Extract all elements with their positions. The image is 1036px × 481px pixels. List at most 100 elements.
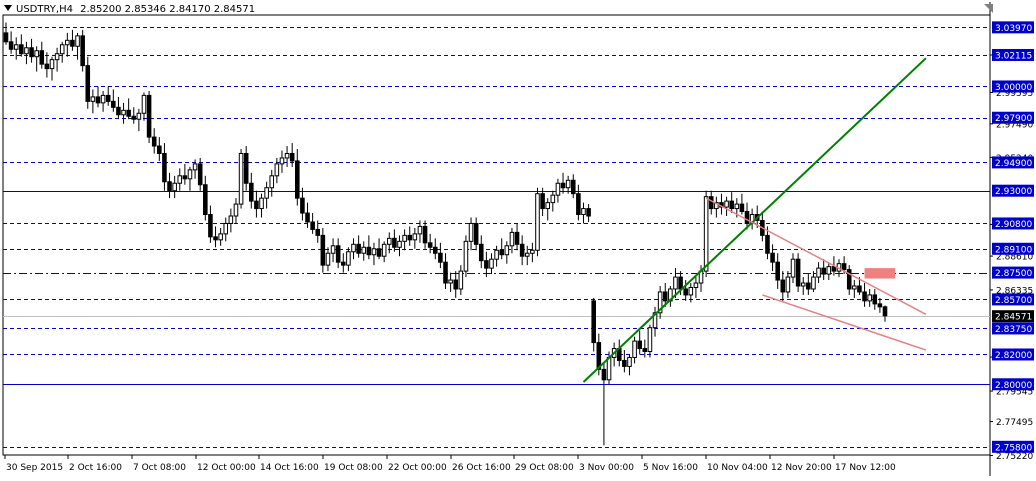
candle-body [90, 96, 96, 102]
candle-body [95, 96, 101, 104]
candle-body [146, 94, 152, 138]
candle-body [80, 35, 85, 67]
candle-body [662, 291, 668, 302]
candle-body [775, 261, 780, 281]
candle-body [325, 252, 331, 266]
candle-body [432, 246, 438, 254]
candle-body [724, 200, 729, 208]
candle-body [565, 179, 571, 189]
chart-header: USDTRY,H4 2.85200 2.85346 2.84170 2.8457… [4, 4, 255, 15]
candle-body [203, 184, 208, 216]
candle-body [85, 65, 91, 102]
trendline[interactable] [582, 57, 927, 383]
chart-shift-icon[interactable] [984, 4, 993, 13]
level-label-bg [992, 378, 1034, 391]
candle-body [167, 181, 172, 192]
candle-body [223, 222, 229, 235]
candle-body [197, 163, 203, 186]
x-tick-label: 10 Nov 04:00 [707, 463, 768, 473]
candle-body [816, 267, 821, 278]
level-label: 3.02115 [995, 51, 1032, 61]
candle-body [637, 340, 642, 350]
candle-body [872, 294, 878, 305]
level-label: 2.90800 [995, 220, 1032, 230]
candle-body [49, 59, 55, 70]
candle-body [274, 163, 280, 177]
candle-body [402, 234, 407, 242]
candle-body [826, 266, 832, 275]
candle-body [795, 258, 801, 287]
candle-body [647, 327, 653, 353]
level-label-bg [992, 242, 1034, 255]
candle-body [535, 193, 540, 251]
candle-body [172, 182, 177, 192]
candle-body [284, 152, 290, 159]
marker-box [864, 268, 896, 279]
candle-body [361, 246, 367, 254]
level-label-bg [992, 111, 1034, 124]
candle-body [126, 109, 131, 117]
y-tick-label: 2.75220 [996, 452, 1033, 462]
candle-body [192, 163, 198, 171]
candle-body [576, 193, 581, 216]
candle-body [555, 182, 561, 196]
level-label: 2.80000 [995, 381, 1032, 391]
level-label: 2.85700 [995, 296, 1032, 306]
candle-body [673, 276, 678, 290]
candle-body [295, 160, 300, 199]
trendline[interactable] [705, 197, 927, 315]
x-tick-label: 30 Sep 2015 [6, 463, 63, 473]
candle-body [627, 356, 632, 367]
y-tick-label: 2.97490 [996, 120, 1033, 130]
x-tick-label: 12 Nov 20:00 [771, 463, 832, 473]
x-tick-label: 26 Oct 16:00 [452, 463, 511, 473]
candle-body [427, 242, 433, 248]
candle-body [233, 203, 239, 217]
level-label: 2.93000 [995, 187, 1032, 197]
candle-body [448, 279, 453, 284]
y-tick-label: 2.79545 [996, 388, 1033, 398]
candle-body [882, 306, 888, 317]
candle-body [356, 243, 361, 254]
trendline[interactable] [762, 294, 927, 351]
level-label: 2.89100 [995, 245, 1032, 255]
level-label-bg [992, 440, 1034, 453]
candle-body [182, 175, 188, 180]
candle-body [841, 263, 847, 271]
candle-body [351, 243, 356, 253]
candle-body [484, 260, 489, 269]
x-tick-label: 29 Oct 08:00 [515, 463, 574, 473]
candle-body [315, 228, 321, 236]
candle-body [44, 63, 50, 70]
candle-body [105, 94, 111, 102]
candle-body [458, 270, 464, 290]
level-label: 2.75800 [995, 443, 1032, 453]
candle-body [489, 258, 494, 269]
candle-body [734, 203, 740, 210]
y-tick-label: 2.77495 [996, 418, 1033, 428]
candle-body [852, 285, 857, 290]
x-tick-label: 12 Oct 00:00 [197, 463, 256, 473]
candle-body [213, 236, 218, 241]
candle-body [249, 182, 254, 202]
candle-body [560, 182, 566, 189]
candle-body [468, 222, 474, 242]
candle-body [550, 194, 556, 204]
candle-body [136, 112, 142, 120]
candle-body [238, 152, 244, 205]
candle-body [714, 202, 719, 210]
candle-body [867, 294, 872, 302]
candle-body [116, 106, 121, 116]
candle-body [693, 282, 699, 288]
level-label-bg [992, 322, 1034, 335]
x-tick-label: 14 Oct 16:00 [260, 463, 319, 473]
candle-body [857, 285, 862, 293]
candle-body [121, 109, 126, 116]
candle-body [606, 356, 612, 381]
candle-body [570, 179, 576, 195]
menu-triangle-icon[interactable] [4, 5, 12, 11]
level-label: 3.03970 [995, 24, 1032, 34]
candle-body [417, 225, 423, 235]
